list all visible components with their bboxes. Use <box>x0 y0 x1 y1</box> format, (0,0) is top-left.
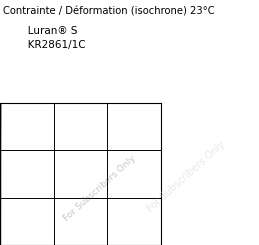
Text: For Subscribers Only: For Subscribers Only <box>62 154 137 223</box>
Text: KR2861/1C: KR2861/1C <box>18 40 86 50</box>
Text: Contrainte / Déformation (isochrone) 23°C: Contrainte / Déformation (isochrone) 23°… <box>3 6 214 16</box>
Text: Luran® S: Luran® S <box>18 26 78 36</box>
Text: For Subscribers Only: For Subscribers Only <box>146 139 227 214</box>
